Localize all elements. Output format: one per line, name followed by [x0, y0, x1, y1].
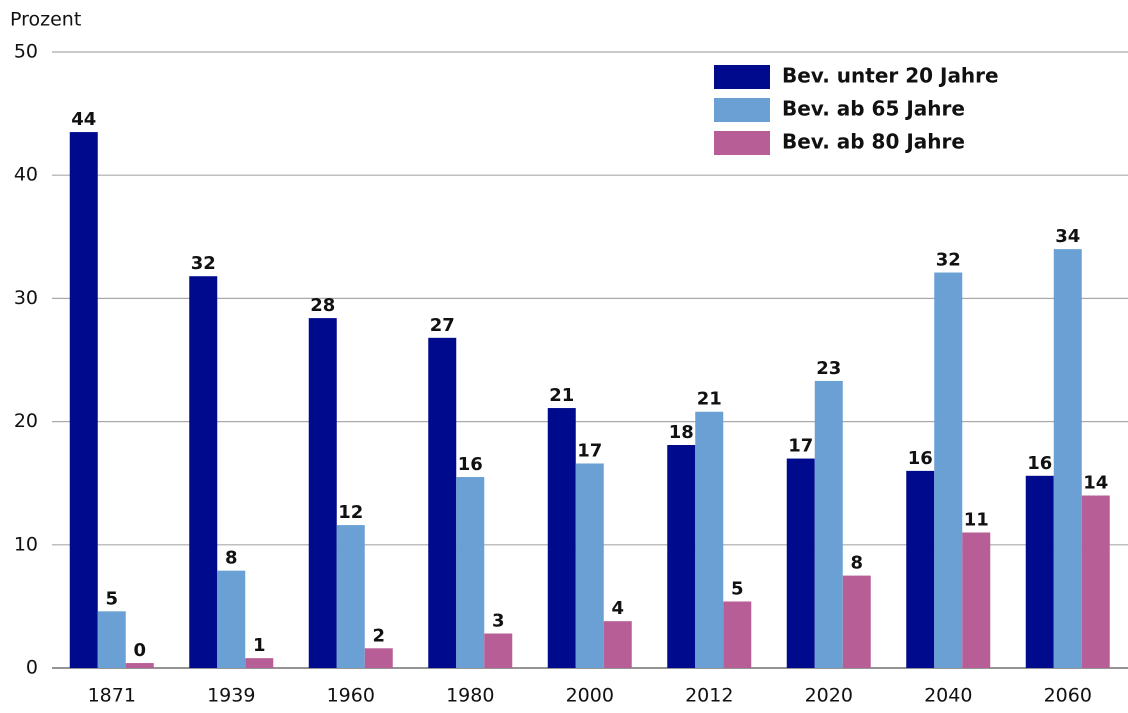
legend-swatch: [714, 131, 770, 155]
data-label: 0: [133, 640, 146, 661]
data-label: 28: [310, 295, 335, 316]
x-tick-label: 1939: [207, 685, 255, 707]
bar: [906, 470, 935, 668]
bar: [547, 408, 576, 668]
bar: [364, 648, 393, 668]
x-tick-label: 2020: [805, 685, 853, 707]
bar: [308, 318, 337, 668]
bar: [575, 463, 604, 668]
data-label: 2: [372, 625, 385, 646]
bar: [69, 132, 98, 668]
data-label: 17: [577, 440, 602, 461]
data-label: 8: [850, 553, 863, 574]
y-tick-label: 10: [14, 533, 38, 555]
x-tick-label: 2060: [1044, 685, 1092, 707]
bar: [603, 621, 632, 668]
y-axis-label: Prozent: [10, 9, 81, 31]
data-label: 4: [611, 598, 624, 619]
data-label: 1: [253, 635, 266, 656]
legend-label: Bev. ab 80 Jahre: [782, 130, 965, 154]
data-label: 5: [105, 588, 118, 609]
data-label: 34: [1055, 226, 1080, 247]
data-label: 27: [430, 315, 455, 336]
data-label: 21: [549, 385, 574, 406]
bar: [189, 276, 218, 668]
bar: [934, 272, 963, 668]
x-tick-label: 2040: [924, 685, 972, 707]
data-label: 3: [492, 611, 505, 632]
bar: [428, 337, 457, 668]
legend-label: Bev. unter 20 Jahre: [782, 64, 999, 88]
data-label: 16: [1027, 453, 1052, 474]
x-tick-label: 2012: [685, 685, 733, 707]
bar: [786, 458, 815, 668]
x-tick-label: 1960: [327, 685, 375, 707]
y-tick-label: 50: [14, 41, 38, 63]
bar: [695, 411, 724, 668]
bar: [97, 611, 126, 668]
data-label: 16: [908, 448, 933, 469]
data-label: 17: [788, 436, 813, 457]
data-label: 16: [458, 454, 483, 475]
bar: [336, 525, 365, 668]
data-label: 32: [191, 253, 216, 274]
legend-swatch: [714, 65, 770, 89]
data-label: 21: [697, 389, 722, 410]
data-label: 11: [964, 509, 989, 530]
data-label: 44: [71, 109, 96, 130]
y-tick-label: 0: [26, 657, 38, 679]
bar: [245, 658, 274, 668]
x-tick-label: 1980: [446, 685, 494, 707]
data-label: 23: [816, 358, 841, 379]
bar: [667, 445, 696, 668]
bar: [814, 380, 843, 668]
y-tick-label: 30: [14, 287, 38, 309]
y-tick-label: 20: [14, 410, 38, 432]
bar: [456, 477, 485, 668]
bar: [962, 532, 991, 668]
y-tick-label: 40: [14, 164, 38, 186]
bar: [125, 663, 154, 668]
data-label: 12: [338, 502, 363, 523]
bar: [1053, 249, 1082, 668]
bar: [484, 633, 513, 668]
bar: [217, 570, 246, 668]
bar: [842, 575, 871, 668]
data-label: 14: [1083, 473, 1108, 494]
legend-swatch: [714, 98, 770, 122]
bar: [1081, 495, 1110, 668]
data-label: 5: [731, 578, 744, 599]
x-tick-label: 1871: [88, 685, 136, 707]
data-label: 18: [669, 422, 694, 443]
legend-label: Bev. ab 65 Jahre: [782, 97, 965, 121]
data-label: 8: [225, 548, 238, 569]
bar: [1025, 475, 1054, 668]
x-tick-label: 2000: [566, 685, 614, 707]
data-label: 32: [936, 250, 961, 271]
bar: [723, 601, 752, 668]
